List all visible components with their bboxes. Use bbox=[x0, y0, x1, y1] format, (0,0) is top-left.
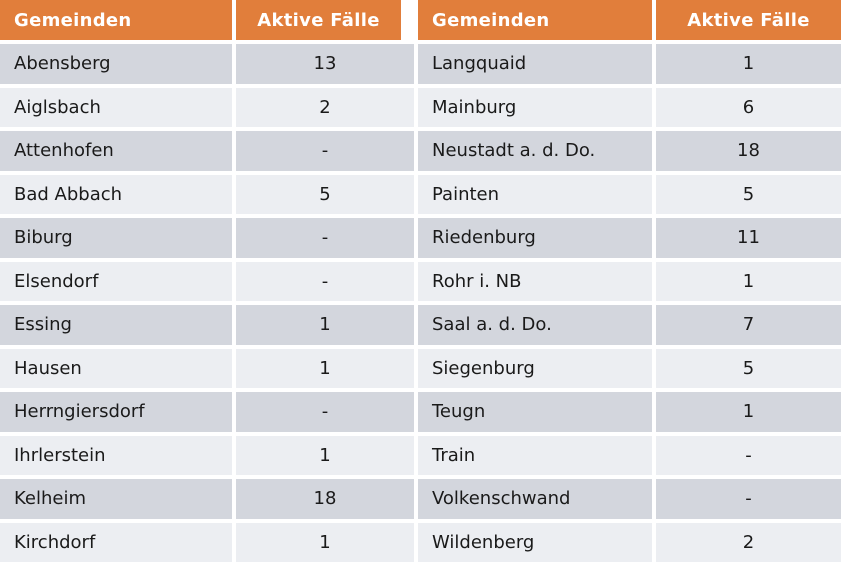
municipality-cell: Volkenschwand bbox=[418, 479, 652, 519]
cases-count-cell: 1 bbox=[656, 44, 841, 84]
cases-count-cell: 7 bbox=[656, 305, 841, 345]
municipality-cell: Wildenberg bbox=[418, 522, 652, 562]
municipality-cell: Rohr i. NB bbox=[418, 261, 652, 301]
municipality-cell: Siegenburg bbox=[418, 348, 652, 388]
municipality-cell: Saal a. d. Do. bbox=[418, 305, 652, 345]
cases-count-cell: 18 bbox=[236, 479, 414, 519]
cases-count-cell: 13 bbox=[236, 44, 414, 84]
cases-count-cell: 1 bbox=[656, 392, 841, 432]
header-cell-aktive-faelle-right: Aktive Fälle bbox=[656, 0, 841, 40]
cases-count-cell: 1 bbox=[236, 348, 414, 388]
municipality-cell: Bad Abbach bbox=[0, 174, 232, 214]
cases-count-cell: 1 bbox=[236, 305, 414, 345]
cases-count-cell: 1 bbox=[236, 522, 414, 562]
municipality-cell: Biburg bbox=[0, 218, 232, 258]
header-cell-gemeinden-left: Gemeinden bbox=[0, 0, 232, 40]
cases-count-cell: - bbox=[236, 261, 414, 301]
municipality-cell: Herrngiersdorf bbox=[0, 392, 232, 432]
municipality-cell: Neustadt a. d. Do. bbox=[418, 131, 652, 171]
cases-count-cell: - bbox=[656, 435, 841, 475]
municipality-cell: Mainburg bbox=[418, 87, 652, 127]
municipality-cell: Hausen bbox=[0, 348, 232, 388]
municipality-cell: Teugn bbox=[418, 392, 652, 432]
cases-count-cell: - bbox=[236, 218, 414, 258]
cases-count-cell: 11 bbox=[656, 218, 841, 258]
header-cell-gemeinden-right: Gemeinden bbox=[418, 0, 652, 40]
municipality-cell: Attenhofen bbox=[0, 131, 232, 171]
municipality-cell: Abensberg bbox=[0, 44, 232, 84]
cases-count-cell: 5 bbox=[236, 174, 414, 214]
cases-count-cell: - bbox=[236, 131, 414, 171]
municipality-cell: Aiglsbach bbox=[0, 87, 232, 127]
municipality-cell: Langquaid bbox=[418, 44, 652, 84]
cases-count-cell: - bbox=[236, 392, 414, 432]
cases-count-cell: 5 bbox=[656, 348, 841, 388]
cases-count-cell: 2 bbox=[656, 522, 841, 562]
cases-count-cell: - bbox=[656, 479, 841, 519]
municipality-cell: Essing bbox=[0, 305, 232, 345]
municipality-cell: Train bbox=[418, 435, 652, 475]
cases-count-cell: 5 bbox=[656, 174, 841, 214]
municipality-cell: Painten bbox=[418, 174, 652, 214]
cases-count-cell: 1 bbox=[236, 435, 414, 475]
header-cell-aktive-faelle-left: Aktive Fälle bbox=[236, 0, 401, 40]
municipality-cell: Ihrlerstein bbox=[0, 435, 232, 475]
cases-count-cell: 2 bbox=[236, 87, 414, 127]
municipality-cell: Kirchdorf bbox=[0, 522, 232, 562]
municipality-cell: Kelheim bbox=[0, 479, 232, 519]
municipality-cell: Elsendorf bbox=[0, 261, 232, 301]
cases-count-cell: 6 bbox=[656, 87, 841, 127]
municipality-cell: Riedenburg bbox=[418, 218, 652, 258]
cases-count-cell: 1 bbox=[656, 261, 841, 301]
cases-count-cell: 18 bbox=[656, 131, 841, 171]
